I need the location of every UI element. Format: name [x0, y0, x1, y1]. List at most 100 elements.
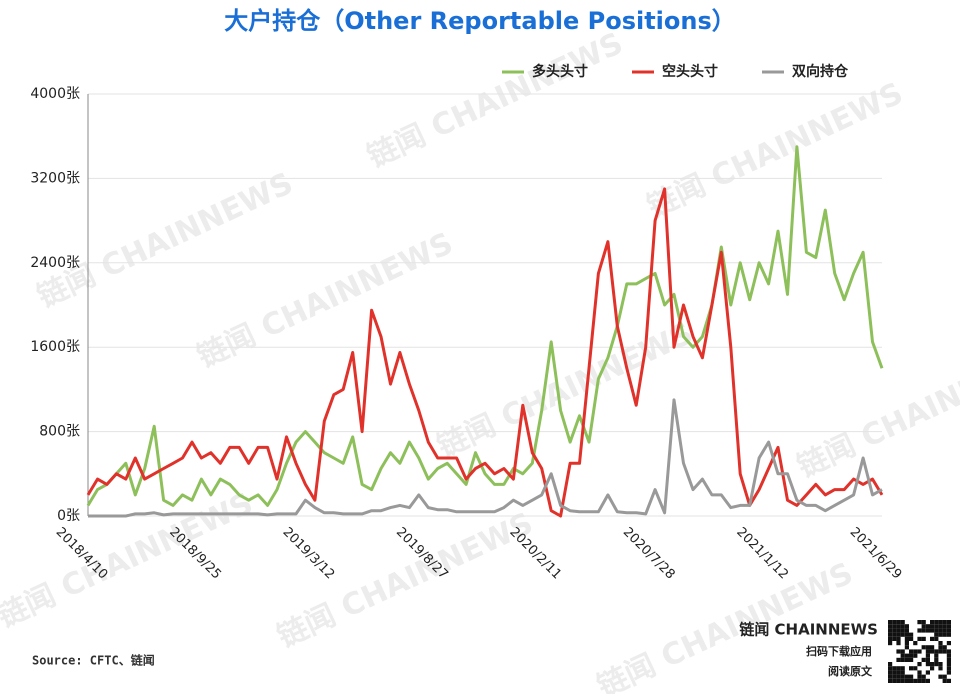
qr-code [888, 620, 951, 683]
qr-cell [904, 674, 909, 679]
watermark: 链闻 CHAINNEWS [0, 486, 258, 635]
qr-cell [925, 678, 930, 683]
qr-cell [888, 666, 893, 671]
qr-cell [921, 674, 926, 679]
qr-cell [942, 645, 947, 650]
qr-cell [888, 636, 893, 641]
y-tick-label: 3200张 [30, 170, 80, 186]
qr-cell [896, 666, 901, 671]
qr-cell [904, 645, 909, 650]
qr-cell [896, 657, 901, 662]
qr-cell [946, 649, 951, 654]
qr-cell [909, 653, 914, 658]
qr-cell [913, 653, 918, 658]
qr-cell [946, 666, 951, 671]
qr-cell [917, 670, 922, 675]
qr-cell [904, 678, 909, 683]
watermark: 链闻 CHAINNEWS [432, 316, 698, 465]
qr-cell [930, 649, 935, 654]
qr-cell [946, 620, 951, 625]
qr-cell [938, 666, 943, 671]
qr-cell [946, 641, 951, 646]
watermark: 链闻 CHAINNEWS [792, 336, 960, 485]
qr-cell [925, 657, 930, 662]
qr-cell [888, 624, 893, 629]
legend-label: 双向持仓 [792, 63, 849, 80]
legend-label: 空头头寸 [662, 63, 718, 80]
qr-cell [904, 636, 909, 641]
qr-cell [946, 678, 951, 683]
qr-cell [888, 674, 893, 679]
qr-cell [946, 662, 951, 667]
qr-cell [900, 649, 905, 654]
qr-cell [888, 620, 893, 625]
qr-cell [896, 636, 901, 641]
qr-cell [938, 674, 943, 679]
qr-cell [900, 674, 905, 679]
x-tick-label: 2021/1/12 [733, 525, 791, 583]
qr-cell [925, 624, 930, 629]
qr-cell [946, 632, 951, 637]
qr-cell [900, 666, 905, 671]
qr-cell [888, 662, 893, 667]
qr-cell [946, 670, 951, 675]
qr-cell [892, 628, 897, 633]
qr-cell [942, 620, 947, 625]
qr-cell [888, 678, 893, 683]
qr-cell [909, 666, 914, 671]
qr-cell [892, 620, 897, 625]
qr-cell [938, 641, 943, 646]
qr-cell [930, 645, 935, 650]
qr-cell [942, 632, 947, 637]
qr-cell [934, 620, 939, 625]
qr-cell [917, 662, 922, 667]
qr-cell [921, 645, 926, 650]
watermark: 链闻 CHAINNEWS [192, 226, 458, 375]
qr-cell [896, 641, 901, 646]
qr-cell [938, 649, 943, 654]
qr-cell [930, 666, 935, 671]
qr-cell [900, 657, 905, 662]
qr-cell [925, 645, 930, 650]
series-line [88, 398, 883, 518]
qr-cell [930, 662, 935, 667]
qr-cell [938, 624, 943, 629]
qr-cell [896, 632, 901, 637]
qr-cell [917, 674, 922, 679]
qr-cell [900, 620, 905, 625]
y-tick-label: 800张 [39, 424, 80, 440]
qr-cell [946, 657, 951, 662]
qr-cell [938, 628, 943, 633]
qr-cell [934, 636, 939, 641]
qr-cell [938, 662, 943, 667]
qr-cell [892, 624, 897, 629]
qr-cell [917, 636, 922, 641]
qr-cell [917, 649, 922, 654]
qr-cell [934, 662, 939, 667]
qr-cell [900, 653, 905, 658]
qr-cell [896, 620, 901, 625]
watermark: 链闻 CHAINNEWS [642, 76, 908, 225]
qr-cell [925, 649, 930, 654]
qr-cell [913, 641, 918, 646]
qr-cell [942, 628, 947, 633]
qr-cell [904, 657, 909, 662]
qr-cell [930, 636, 935, 641]
qr-cell [913, 666, 918, 671]
qr-cell [925, 653, 930, 658]
qr-cell [888, 641, 893, 646]
qr-cell [900, 632, 905, 637]
x-tick-label: 2021/6/29 [847, 525, 905, 583]
qr-cell [917, 628, 922, 633]
y-tick-label: 2400张 [30, 255, 80, 271]
qr-cell [896, 674, 901, 679]
qr-cell [896, 670, 901, 675]
qr-cell [921, 620, 926, 625]
read-text: 阅读原文 [828, 664, 873, 678]
y-tick-label: 1600张 [30, 339, 80, 355]
qr-cell [934, 628, 939, 633]
qr-cell [900, 624, 905, 629]
watermark: 链闻 CHAINNEWS [362, 26, 628, 175]
qr-cell [925, 628, 930, 633]
